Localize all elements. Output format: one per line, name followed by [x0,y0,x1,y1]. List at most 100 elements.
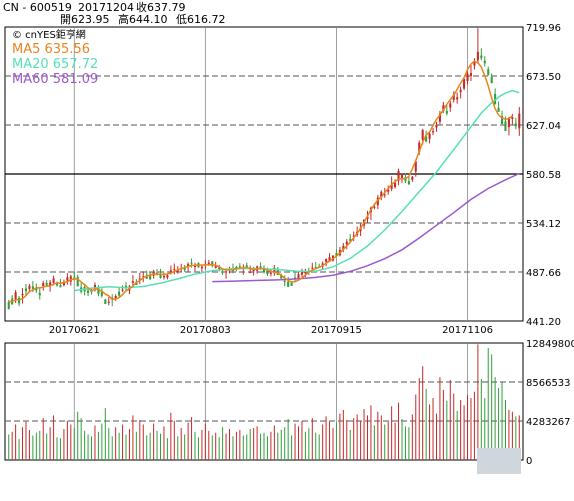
y-tick-label: 487.66 [526,268,561,279]
candle-body [376,197,379,206]
candle-body [335,252,338,256]
candle-body [342,245,345,250]
candle-body [166,275,169,278]
candle-body [438,113,441,122]
candle-body [235,266,238,269]
symbol-label: CN - 600519 [3,1,72,14]
candle-body [314,267,317,269]
candle-body [52,278,55,283]
candle-body [425,136,428,142]
candle-body [173,269,176,271]
candle-body [407,180,410,185]
vol-tick-label: 0 [526,456,532,467]
low-label: 低616.72 [176,13,226,26]
candle-body [62,281,65,286]
candle-body [159,274,162,278]
candle-body [514,123,517,127]
candle-body [238,266,241,268]
candle-body [397,170,400,181]
candle-body [207,262,210,265]
candle-body [118,291,121,296]
candle-body [214,265,217,268]
candle-body [511,117,514,119]
candle-body [504,121,507,131]
candle-body [311,267,314,269]
candle-body [269,272,272,274]
candle-body [7,301,10,310]
candle-body [114,296,117,299]
y-tick-label: 441.20 [526,317,561,328]
x-tick-label: 20170915 [311,325,362,336]
candle-body [287,281,290,287]
candle-body [107,301,110,303]
y-tick-label: 719.96 [526,23,561,34]
candle-body [225,271,228,273]
candle-body [200,266,203,269]
candle-body [193,264,197,268]
candle-body [366,216,369,220]
y-tick-label: 534.12 [526,219,561,230]
candle-body [435,124,438,128]
candle-body [497,107,500,112]
candle-body [249,272,252,274]
candle-body [93,285,97,289]
vol-tick-label: 4283267 [526,417,571,428]
candle-body [400,173,404,178]
legend-ma60: MA60 581.09 [12,72,98,87]
candle-body [31,286,34,289]
candle-body [380,191,383,198]
candle-body [183,267,186,270]
candle-body [442,105,445,112]
candle-body [383,194,386,196]
candle-body [28,285,31,289]
candle-body [162,275,165,278]
ma-layer [8,60,520,303]
candle-body [104,299,107,305]
candle-body [21,294,24,296]
vol-tick-label: 12849800 [526,339,574,350]
candle-body [131,281,134,283]
y-tick-label: 580.58 [526,170,561,181]
candle-body [97,288,100,294]
candle-body [349,238,352,242]
candle-body [345,241,348,245]
candle-body [325,259,328,262]
candle-body [507,118,510,128]
candle-body [476,51,479,61]
high-label: 高644.10 [118,12,168,26]
candle-body [449,103,452,108]
candle-body [445,111,448,114]
candle-body [466,73,469,82]
candle-body [14,292,17,300]
candle-body [480,55,483,59]
vol-tick-label: 8566533 [526,378,571,389]
candle-body [266,270,269,274]
candle-body [221,271,224,273]
candle-body [297,274,300,279]
candle-body [390,185,393,189]
candle-body [42,282,45,287]
candle-body [290,282,293,286]
candle-body [38,292,41,296]
candle-body [500,116,504,124]
candle-body [411,176,414,180]
y-tick-label: 627.04 [526,121,561,132]
candle-body [328,257,331,262]
candle-body [414,161,417,172]
candle-body [218,267,221,269]
candle-body [262,268,266,273]
candle-body [294,277,297,279]
candle-body [190,262,193,264]
candle-body [373,206,376,208]
candles-layer [7,28,521,310]
candle-body [283,280,286,283]
candle-body [169,270,172,274]
x-tick-label: 20170803 [180,325,231,336]
candle-body [24,288,28,292]
candle-body [452,94,455,100]
y-tick-label: 673.50 [526,72,561,83]
candle-body [487,69,490,75]
